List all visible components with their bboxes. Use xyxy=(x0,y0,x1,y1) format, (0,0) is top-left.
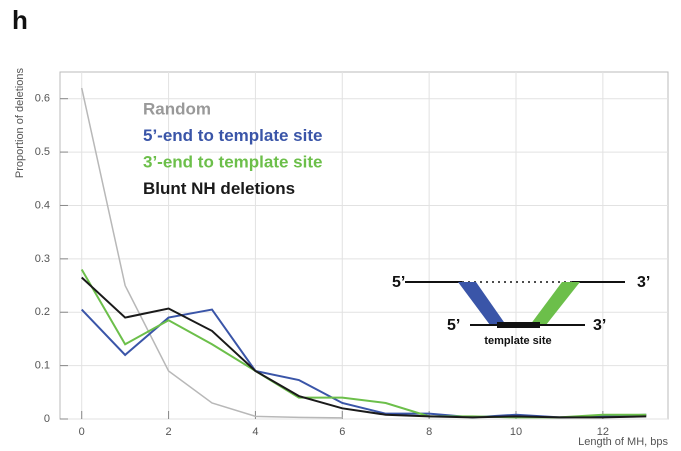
x-tick-label: 6 xyxy=(339,426,345,438)
label: 3’ xyxy=(637,274,650,291)
legend-entry: 3’-end to template site xyxy=(143,152,322,171)
y-tick-label: 0 xyxy=(44,413,50,425)
label: 5’ xyxy=(392,274,405,291)
y-tick-label: 0.6 xyxy=(35,93,50,105)
plot: 0 0.1 0.2 0.3 0.4 0.5 0.6 0 2 4 6 8 10 12 xyxy=(35,72,668,438)
series-line xyxy=(80,87,343,419)
y-tick-label: 0.4 xyxy=(35,199,50,211)
plot-frame xyxy=(59,71,669,420)
x-tick-label: 10 xyxy=(510,426,522,438)
blue-band xyxy=(458,282,506,325)
series-line xyxy=(81,276,647,419)
y-tick-label: 0.3 xyxy=(35,253,50,265)
y-tick-label: 0.1 xyxy=(35,360,50,372)
label: 3’ xyxy=(593,317,606,334)
schematic: 5’ 3’ 5’ 3’ template site xyxy=(392,274,650,347)
y-tick-label: 0.5 xyxy=(35,146,50,158)
x-tick-label: 0 xyxy=(79,426,85,438)
label: template site xyxy=(484,335,551,347)
y-tick-label: 0.2 xyxy=(35,306,50,318)
y-axis-label: Proportion of deletions xyxy=(14,68,26,179)
legend-entry: Blunt NH deletions xyxy=(143,179,295,198)
green-band xyxy=(530,282,580,325)
x-tick-label: 4 xyxy=(252,426,258,438)
x-tick-label: 8 xyxy=(426,426,432,438)
x-axis-label: Length of MH, bps xyxy=(578,436,668,448)
legend-entry: Random xyxy=(143,99,211,118)
label: 5’ xyxy=(447,317,460,334)
x-tick-label: 2 xyxy=(166,426,172,438)
legend-entry: 5’-end to template site xyxy=(143,126,322,145)
panel-label: h xyxy=(12,5,28,35)
x-tick-label: 12 xyxy=(597,426,609,438)
